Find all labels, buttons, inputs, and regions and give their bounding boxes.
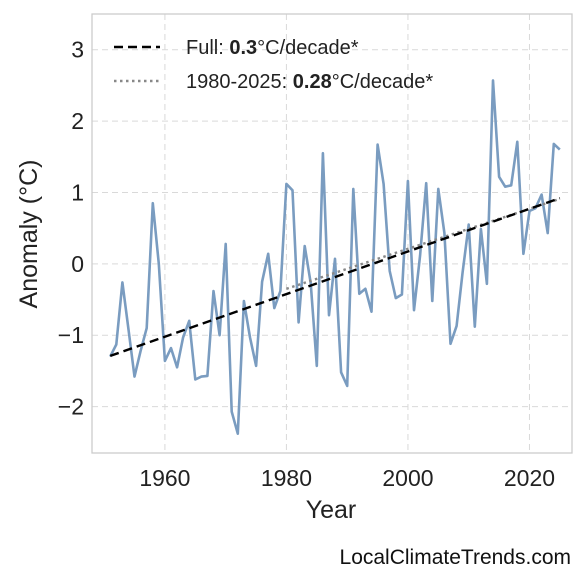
legend: Full: 0.3°C/decade* 1980-2025: 0.28°C/de… <box>114 37 433 93</box>
y-tick-label: −1 <box>58 322 84 348</box>
site-credit: LocalClimateTrends.com <box>339 546 571 569</box>
full-trend-line <box>109 197 561 358</box>
x-tick-label: 1960 <box>139 465 190 491</box>
series-layer <box>109 79 561 436</box>
x-tick-label: 1980 <box>261 465 312 491</box>
trend-layer <box>109 197 561 358</box>
y-tick-label: 2 <box>71 108 84 134</box>
y-axis-label: Anomaly (°C) <box>15 160 43 309</box>
anomaly-series-line <box>109 79 561 436</box>
tick-labels: 1960 1980 2000 2020 3 2 1 0 −1 −2 <box>58 37 555 491</box>
x-axis-label: Year <box>306 496 357 524</box>
x-tick-label: 2020 <box>504 465 555 491</box>
y-tick-label: 3 <box>71 37 84 63</box>
y-tick-label: 0 <box>71 251 84 277</box>
plot-frame <box>91 13 573 454</box>
y-tick-label: −2 <box>58 394 84 420</box>
legend-label-full: Full: 0.3°C/decade* <box>186 37 359 59</box>
y-tick-label: 1 <box>71 179 84 205</box>
x-tick-label: 2000 <box>382 465 433 491</box>
legend-label-recent: 1980-2025: 0.28°C/decade* <box>186 71 433 93</box>
